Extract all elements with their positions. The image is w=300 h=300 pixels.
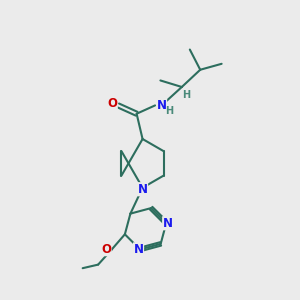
Text: O: O <box>107 98 117 110</box>
Text: O: O <box>101 243 111 256</box>
Text: H: H <box>165 106 173 116</box>
Text: H: H <box>182 90 190 100</box>
Text: N: N <box>157 99 166 112</box>
Text: N: N <box>138 183 148 196</box>
Text: N: N <box>163 217 173 230</box>
Text: N: N <box>134 243 143 256</box>
